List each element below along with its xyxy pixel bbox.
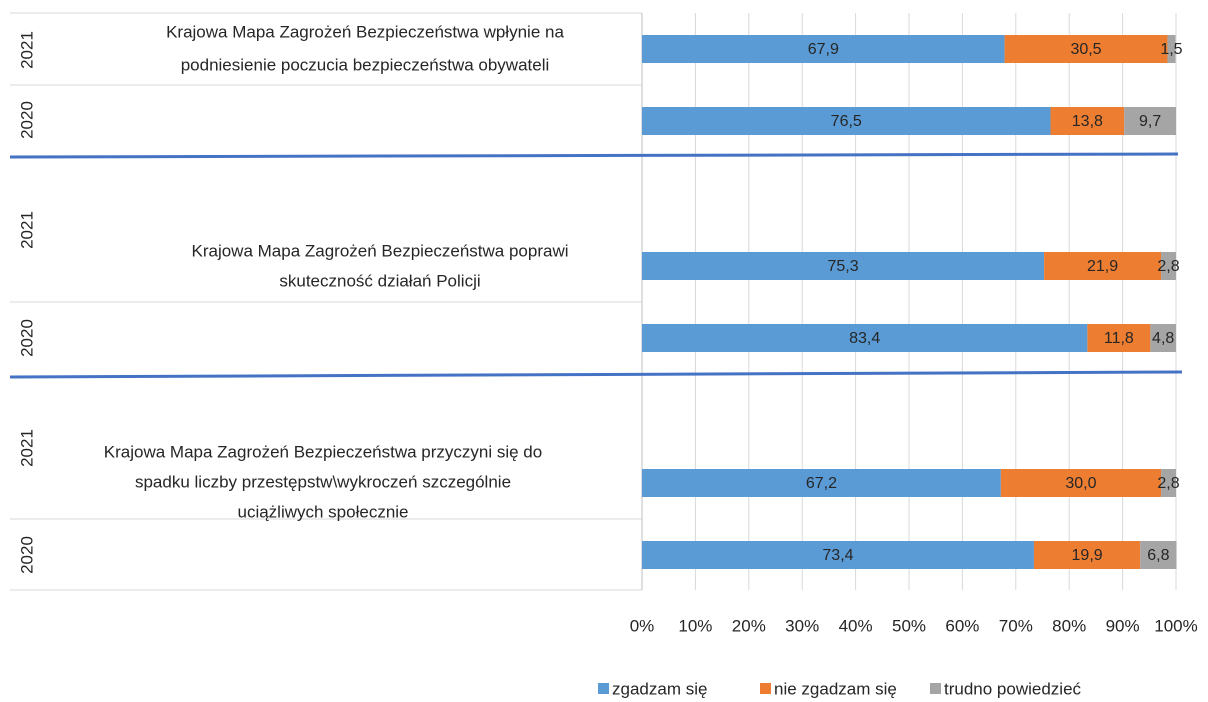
legend-swatch <box>760 683 771 694</box>
x-tick-label: 80% <box>1052 616 1086 635</box>
value-label: 67,2 <box>806 475 837 492</box>
value-label: 67,9 <box>808 41 839 58</box>
x-tick-label: 10% <box>678 616 712 635</box>
left-separators <box>10 12 642 591</box>
y-tick-label: 2021 <box>17 429 36 467</box>
bar-segment <box>642 324 1088 352</box>
value-label: 30,5 <box>1070 41 1101 58</box>
x-tick-label: 90% <box>1106 616 1140 635</box>
y-tick-label: 2021 <box>17 31 36 69</box>
bar-segment <box>1167 35 1176 63</box>
value-label: 73,4 <box>822 547 853 564</box>
value-label: 2,8 <box>1157 258 1179 275</box>
value-label: 30,0 <box>1065 475 1096 492</box>
bar-segment <box>1050 107 1125 135</box>
bar-segment <box>1044 252 1162 280</box>
bar-segment <box>1000 469 1162 497</box>
x-tick-label: 40% <box>839 616 873 635</box>
group-label: Krajowa Mapa Zagrożeń Bezpieczeństwa wpł… <box>166 22 564 41</box>
bar-segment <box>1004 35 1168 63</box>
value-label: 6,8 <box>1147 547 1169 564</box>
group-label: uciążliwych społecznie <box>237 502 408 521</box>
group-label: spadku liczby przestępstw\wykroczeń szcz… <box>135 472 511 491</box>
group-divider <box>9 370 1183 379</box>
value-label: 21,9 <box>1087 258 1118 275</box>
legend-label: trudno powiedzieć <box>944 679 1082 698</box>
x-tick-label: 60% <box>945 616 979 635</box>
value-label: 9,7 <box>1139 113 1161 130</box>
x-tick-label: 20% <box>732 616 766 635</box>
value-label: 13,8 <box>1072 113 1103 130</box>
bar-segment <box>1161 252 1176 280</box>
group-label: podniesienie poczucia bezpieczeństwa oby… <box>181 55 550 74</box>
group-label: Krajowa Mapa Zagrożeń Bezpieczeństwa prz… <box>104 442 542 461</box>
y-tick-label: 2020 <box>17 101 36 139</box>
x-tick-label: 100% <box>1154 616 1197 635</box>
value-label: 19,9 <box>1072 547 1103 564</box>
value-label: 75,3 <box>827 258 858 275</box>
value-label: 4,8 <box>1152 330 1174 347</box>
value-label: 2,8 <box>1157 475 1179 492</box>
x-tick-label: 30% <box>785 616 819 635</box>
x-tick-label: 50% <box>892 616 926 635</box>
value-label: 83,4 <box>849 330 880 347</box>
y-tick-label: 2021 <box>17 211 36 249</box>
bar-segment <box>1033 541 1141 569</box>
group-label: skuteczność działań Policji <box>279 271 480 290</box>
bar-segment <box>642 252 1045 280</box>
bar-segment <box>1124 107 1176 135</box>
x-tick-label: 70% <box>999 616 1033 635</box>
value-label: 1,5 <box>1160 41 1182 58</box>
y-tick-label: 2020 <box>17 319 36 357</box>
x-tick-label: 0% <box>630 616 655 635</box>
bar-segment <box>1140 541 1177 569</box>
legend-label: nie zgadzam się <box>774 679 897 698</box>
bar-segment <box>642 541 1034 569</box>
bar-segment <box>642 35 1005 63</box>
bar-segment <box>1150 324 1176 352</box>
value-label: 11,8 <box>1104 330 1134 347</box>
legend-label: zgadzam się <box>612 679 707 698</box>
bar-segment <box>642 469 1001 497</box>
value-label: 76,5 <box>831 113 862 130</box>
legend-swatch <box>598 683 609 694</box>
y-tick-label: 2020 <box>17 536 36 574</box>
group-label: Krajowa Mapa Zagrożeń Bezpieczeństwa pop… <box>191 241 568 260</box>
bar-segment <box>1087 324 1151 352</box>
bar-segment <box>642 107 1051 135</box>
bar-segment <box>1161 469 1176 497</box>
legend-swatch <box>930 683 941 694</box>
group-divider <box>9 152 1179 159</box>
